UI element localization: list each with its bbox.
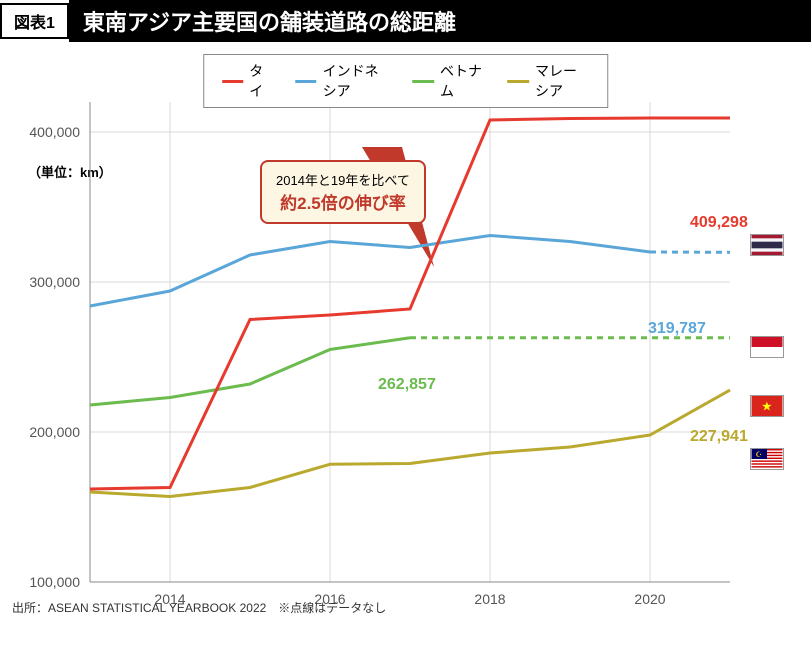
source-note: 出所：ASEAN STATISTICAL YEARBOOK 2022 ※点線はデ…: [12, 599, 386, 616]
legend-swatch: [507, 80, 529, 83]
svg-text:☪: ☪: [756, 450, 763, 459]
legend-swatch: [222, 80, 244, 83]
legend-item-thai: タイ: [222, 61, 271, 101]
svg-text:2020: 2020: [634, 591, 665, 607]
legend: タイ インドネシア ベトナム マレーシア: [203, 54, 609, 108]
legend-item-indo: インドネシア: [295, 61, 388, 101]
legend-label: マレーシア: [535, 61, 589, 101]
flag-icon-thai: [750, 234, 784, 256]
chart-container: 図表1 東南アジア主要国の舗装道路の総距離 タイ インドネシア ベトナム マレー…: [0, 0, 811, 656]
chart-area: タイ インドネシア ベトナム マレーシア （単位：km） 100,000200,…: [0, 42, 811, 622]
svg-text:100,000: 100,000: [29, 574, 80, 590]
callout-line1: 2014年と19年を比べて: [276, 170, 410, 189]
legend-item-viet: ベトナム: [412, 61, 483, 101]
svg-text:300,000: 300,000: [29, 274, 80, 290]
legend-label: インドネシア: [323, 61, 389, 101]
legend-swatch: [295, 80, 317, 83]
legend-item-malay: マレーシア: [507, 61, 589, 101]
value-label-viet: 262,857: [378, 376, 436, 394]
figure-label: 図表1: [0, 3, 69, 39]
legend-label: ベトナム: [440, 61, 483, 101]
flag-icon-malay: ☪: [750, 448, 784, 470]
svg-text:★: ★: [761, 399, 772, 414]
flag-icon-indo: [750, 336, 784, 358]
svg-text:2018: 2018: [474, 591, 505, 607]
svg-text:400,000: 400,000: [29, 124, 80, 140]
callout: 2014年と19年を比べて 約2.5倍の伸び率: [260, 160, 426, 224]
flag-icon-viet: ★: [750, 395, 784, 417]
value-label-thai: 409,298: [690, 214, 748, 232]
callout-line2: 約2.5倍の伸び率: [276, 189, 410, 214]
header-bar: 図表1 東南アジア主要国の舗装道路の総距離: [0, 0, 811, 42]
svg-text:200,000: 200,000: [29, 424, 80, 440]
legend-swatch: [412, 80, 434, 83]
value-label-malay: 227,941: [690, 428, 748, 446]
legend-label: タイ: [249, 61, 271, 101]
figure-title: 東南アジア主要国の舗装道路の総距離: [69, 0, 811, 42]
value-label-indo: 319,787: [648, 320, 706, 338]
